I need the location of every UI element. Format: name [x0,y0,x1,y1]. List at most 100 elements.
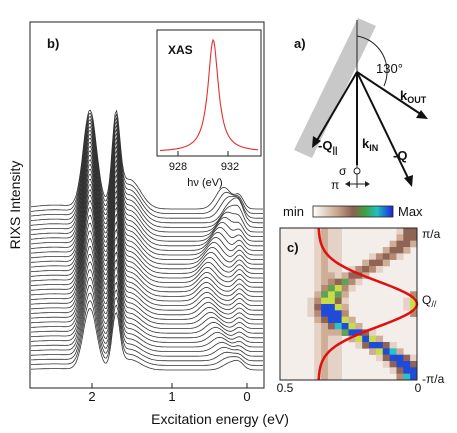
heatmap-cell [334,228,342,235]
heatmap-cell [403,234,411,241]
heatmap-cell [355,329,363,336]
rixs-spectrum [30,284,263,357]
heatmap-cell [334,278,342,286]
heatmap-cell [341,323,349,330]
heatmap-cell [341,285,349,292]
rixs-spectrum [31,222,263,320]
heatmap-cell [327,285,336,292]
heatmap-cell [314,247,322,254]
heatmap-cell [314,310,322,317]
heatmap-cell [314,234,322,241]
heatmap-cell [314,291,322,298]
heatmap-cell [327,304,336,311]
panel-a-label: a) [294,36,306,51]
angle-arc [356,35,388,87]
heatmap-cell [327,228,336,235]
heatmap-cell [403,361,411,368]
heatmap-cell [327,310,336,317]
pi-label: π [331,178,339,192]
colorbar-min-label: min [283,204,304,219]
heatmap-cell [314,323,322,330]
heatmap-cell [314,335,322,343]
rixs-spectrum [30,119,263,224]
polarization-circle [353,167,361,175]
heatmap-cell [314,272,322,279]
heatmap-cell [314,329,322,336]
heatmap-cell [355,323,363,330]
xas-label: XAS [168,43,193,57]
heatmap-cell [410,234,418,241]
heatmap-cell [334,373,342,381]
heatmap-cell [321,266,329,273]
rixs-spectrum [30,168,263,279]
panel-a: a) 130° kOUT kIN -Q|| -Q σ π [294,18,428,192]
heatmap-cell [369,266,377,273]
heatmap-cell [410,310,418,317]
k-out-arrow [356,71,423,116]
heatmap-cell [362,266,370,273]
panel-c-label: c) [287,240,299,255]
colorbar [312,205,394,218]
x-tick-1: 1 [168,389,175,404]
heatmap-cell [314,354,322,362]
heatmap-cell [321,297,329,305]
rixs-spectrum [30,189,263,297]
heatmap-cell [327,354,336,362]
heatmap-cell [348,272,356,279]
heatmap-cell [396,348,404,355]
rixs-spectrum [30,150,263,260]
heatmap-cell [321,304,329,311]
heatmap-cell [327,329,336,336]
heatmap-cell [389,247,397,254]
panel-c: min Max c) π/a Q// -π/a 0.5 0 [277,204,445,395]
rixs-spectrum [30,112,263,214]
heatmap-cell [314,297,322,305]
heatmap-cell [321,285,329,292]
heatmap-cell [307,304,315,311]
rixs-spectrum [30,261,263,343]
heatmap-cell [389,253,397,260]
heatmap-cell [341,316,349,324]
rixs-spectrum [30,214,263,316]
heatmap-cell [396,373,404,381]
heatmap-cell [314,253,322,260]
heatmap-cell [327,234,336,241]
heatmap-frame [279,227,418,381]
heatmap-cell [389,361,397,368]
rixs-spectrum [30,253,263,339]
rixs-spectrum [31,292,263,362]
heatmap-cell [334,310,342,317]
heatmap-cell [375,266,384,273]
heatmap-cell [369,259,377,267]
heatmap-cell [334,304,342,311]
rixs-spectrum [30,141,263,251]
heatmap-cell [327,373,336,381]
heatmap-cell [375,253,384,260]
y-axis-label: RIXS Intensity [7,161,23,250]
heatmap-cell [334,234,342,241]
heatmap-cell [327,259,336,267]
heatmap-cell [334,291,342,298]
k-out-label: kOUT [400,88,427,105]
heatmap-cell [327,335,336,343]
x-axis-label: Excitation energy (eV) [151,411,289,427]
heatmap-cell [348,323,356,330]
heatmap-cell [396,228,404,235]
sigma-label: σ [339,164,347,178]
angle-label: 130° [376,61,403,76]
heatmap-cell [410,373,418,381]
heatmap-cell [334,272,342,279]
xas-inset: XAS 928 932 hν (eV) [156,29,262,189]
q-arrow [356,71,410,181]
heatmap-cell [410,354,418,362]
xas-x-label: hν (eV) [187,177,222,189]
heatmap-cell [327,316,336,324]
heatmap-cell [341,304,349,311]
heatmap-cell [382,253,390,260]
heatmap-cell [334,266,342,273]
heatmap-cell [396,361,404,368]
heatmap-cell [389,367,397,374]
y-bottom-label: -π/a [422,372,445,386]
heatmap-cell [341,297,349,305]
heatmap-cell [403,240,411,248]
